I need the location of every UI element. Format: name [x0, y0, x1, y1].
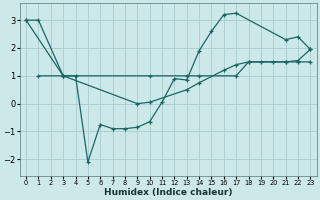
X-axis label: Humidex (Indice chaleur): Humidex (Indice chaleur) [104, 188, 232, 197]
